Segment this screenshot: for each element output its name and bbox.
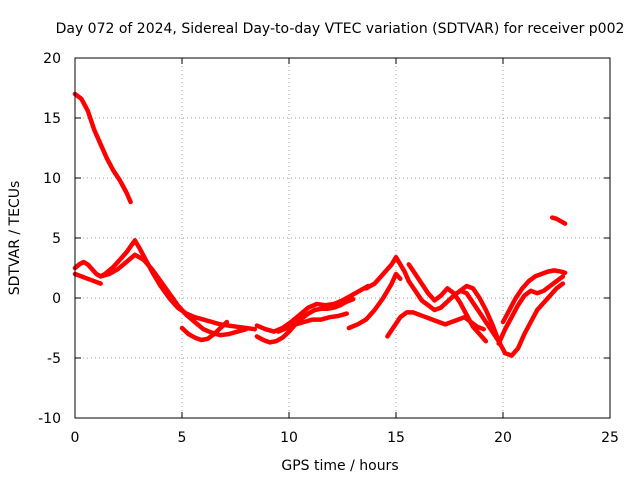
plot-frame xyxy=(74,57,611,419)
series-track-11 xyxy=(363,254,501,344)
x-tick-label: 10 xyxy=(280,430,298,446)
x-axis-label: GPS time / hours xyxy=(281,458,398,474)
y-axis-label: SDTVAR / TECUs xyxy=(7,181,23,296)
y-tick-label: 10 xyxy=(43,171,61,187)
series-track-10 xyxy=(346,271,403,331)
series-track-8 xyxy=(254,283,371,334)
y-tick-labels: -10 -5 0 5 10 15 20 xyxy=(38,51,61,427)
grid xyxy=(75,58,610,418)
x-tick-label: 20 xyxy=(494,430,512,446)
series-track-14 xyxy=(457,281,566,358)
y-tick-label: -10 xyxy=(38,411,61,427)
series-track-9 xyxy=(276,311,350,334)
series-track-15 xyxy=(496,274,566,346)
x-tick-label: 25 xyxy=(601,430,619,446)
x-tick-label: 5 xyxy=(178,430,187,446)
series-track-4 xyxy=(72,271,103,286)
x-tick-label: 15 xyxy=(387,430,405,446)
series-track-1 xyxy=(72,91,133,205)
y-tick-label: 0 xyxy=(52,291,61,307)
y-tick-label: 20 xyxy=(43,51,61,67)
y-tick-label: 15 xyxy=(43,111,61,127)
x-tick-label: 0 xyxy=(71,430,80,446)
x-tick-labels: 0 5 10 15 20 25 xyxy=(71,430,619,446)
y-tick-label: 5 xyxy=(52,231,61,247)
series-track-7 xyxy=(254,296,356,345)
series-track-3 xyxy=(72,238,258,332)
series-track-5 xyxy=(98,252,249,338)
y-tick-label: -5 xyxy=(47,351,61,367)
series-track-13 xyxy=(406,262,489,344)
series-layer xyxy=(72,91,568,358)
chart-title: Day 072 of 2024, Sidereal Day-to-day VTE… xyxy=(56,21,625,37)
series-track-2 xyxy=(549,215,568,226)
series-track-16 xyxy=(500,268,568,325)
series-track-6 xyxy=(179,319,230,343)
